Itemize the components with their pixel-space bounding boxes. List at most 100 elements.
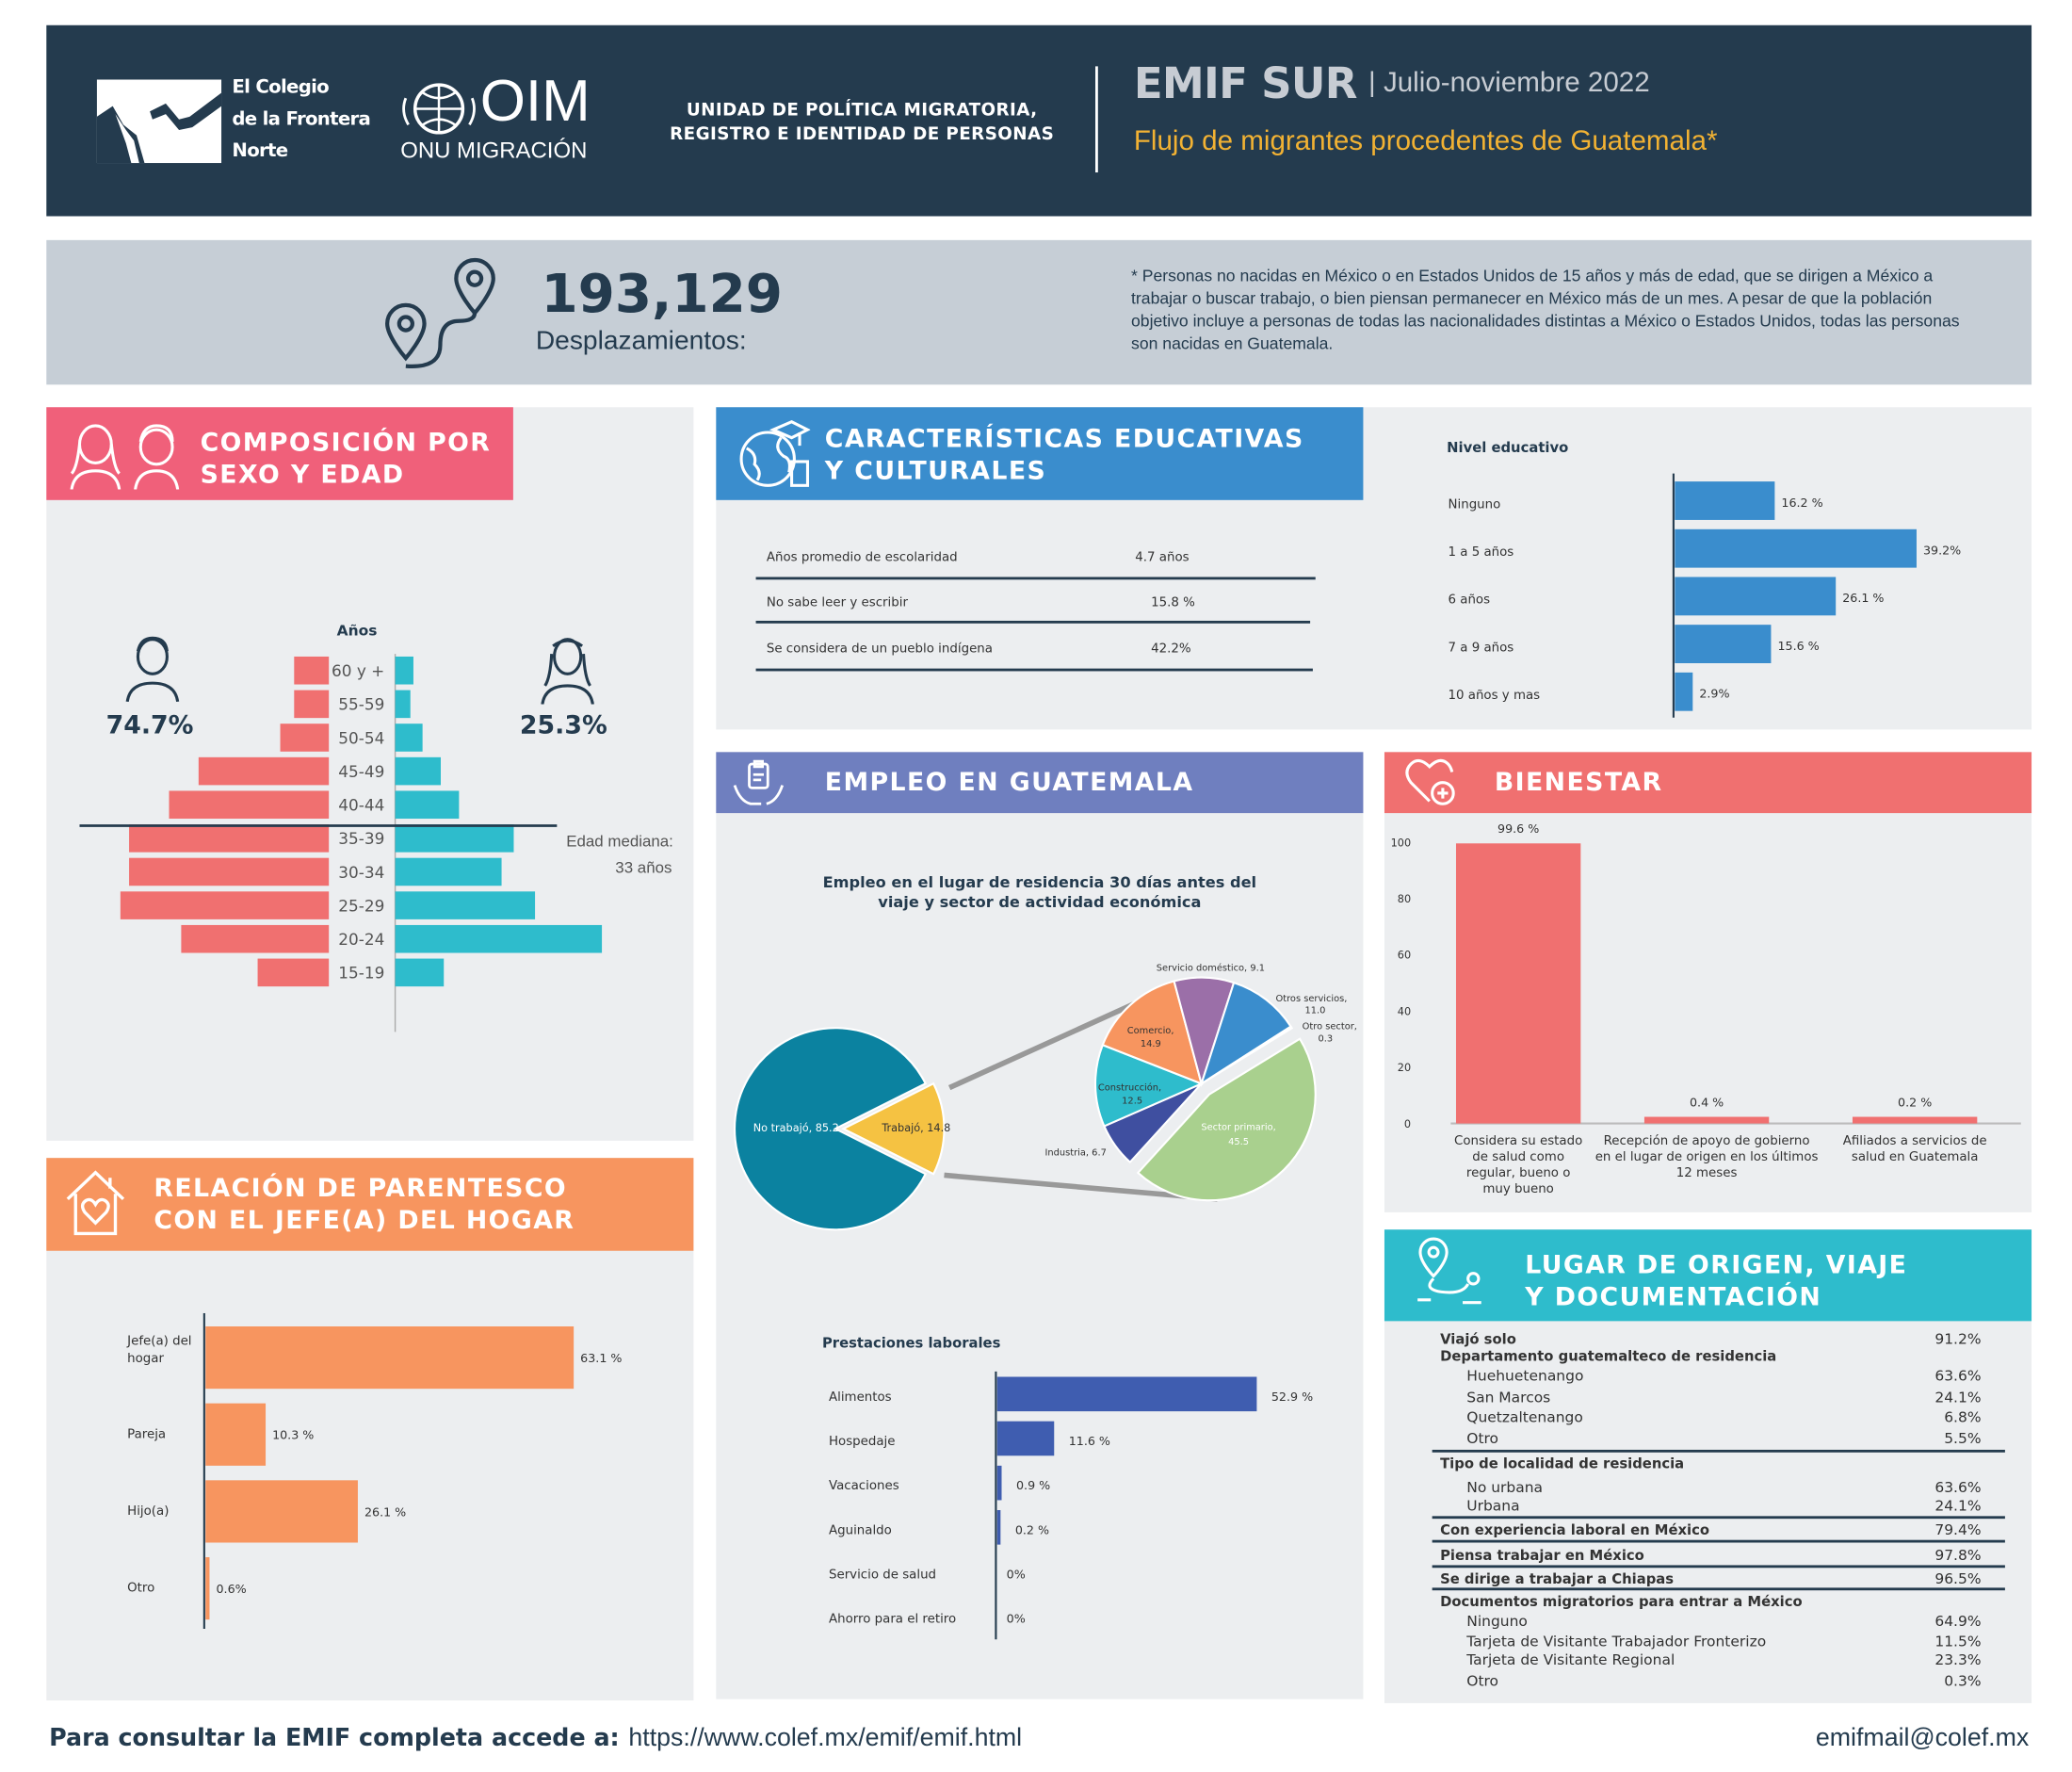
empleo-header	[716, 752, 1364, 814]
pie-label-trabajo: Trabajó, 14.8	[881, 1122, 950, 1134]
bien-category-label: muy bueno	[1482, 1182, 1553, 1196]
origen-row: Documentos migratorios para entrar a Méx…	[1411, 1593, 2008, 1612]
par-category-label: hogar	[127, 1352, 164, 1366]
origen-rule	[1432, 1516, 2005, 1520]
origen-row-value: 91.2%	[1934, 1330, 1982, 1348]
origen-row: Tipo de localidad de residencia	[1411, 1455, 2008, 1474]
educ-row-1-label: Años promedio de escolaridad	[766, 550, 958, 565]
pyramid-bar-male	[120, 891, 330, 919]
pyramid-age-label: 55-59	[338, 695, 384, 714]
origen-row: Se dirige a trabajar a Chiapas 96.5%	[1411, 1570, 2008, 1589]
unit-line2: REGISTRO E IDENTIDAD DE PERSONAS	[670, 124, 1055, 145]
pyramid-bar-male	[280, 723, 330, 752]
sub-pie-label: Industria, 6.7	[1045, 1147, 1107, 1158]
educ-row-3-value: 42.2%	[1151, 642, 1191, 657]
origen-row-label: Viajó solo	[1440, 1331, 1516, 1348]
sub-pie-slice	[1201, 1025, 1294, 1085]
origen-row: Otro 0.3%	[1411, 1672, 2008, 1691]
prest-bar	[996, 1376, 1257, 1412]
par-bar	[205, 1326, 575, 1390]
parentesco-title-l2: CON EL JEFE(A) DEL HOGAR	[154, 1205, 575, 1235]
par-value-label: 10.3 %	[272, 1428, 314, 1442]
bien-value-label: 0.2 %	[1898, 1095, 1932, 1109]
origen-row: Huehuetenango 63.6%	[1411, 1368, 2008, 1387]
sub-pie-slice	[1136, 1037, 1317, 1202]
origen-title-l2: Y DOCUMENTACIÓN	[1525, 1282, 1822, 1312]
pyramid-bar-male	[169, 790, 330, 820]
pyramid-bar-male	[198, 756, 330, 786]
educ-value-label: 26.1 %	[1842, 591, 1884, 605]
sexo-edad-panel	[46, 407, 694, 1141]
par-bar	[205, 1403, 267, 1466]
origen-row-value: 0.3%	[1944, 1672, 1982, 1690]
pyramid-bar-female	[395, 656, 413, 685]
sub-pie-slice	[1101, 980, 1204, 1086]
par-value-label: 0.6%	[217, 1582, 247, 1596]
educ-category-label: 7 a 9 años	[1449, 641, 1514, 655]
female-percent: 25.3%	[519, 710, 607, 740]
educ-bar	[1675, 481, 1775, 520]
nivel-educativo-title: Nivel educativo	[1447, 440, 1569, 457]
origen-row-label: Piensa trabajar en México	[1440, 1548, 1644, 1565]
footer-email[interactable]: emifmail@colef.mx	[1815, 1724, 2030, 1752]
origen-row-value: 11.5%	[1934, 1633, 1982, 1650]
oim-subtitle: ONU MIGRACIÓN	[400, 138, 588, 164]
sub-pie-label: 14.9	[1141, 1039, 1161, 1049]
bien-category-label: salud en Guatemala	[1852, 1150, 1979, 1164]
par-bar	[205, 1480, 358, 1543]
origen-row-value: 23.3%	[1934, 1650, 1982, 1669]
house-heart-icon	[66, 1170, 125, 1236]
pyramid-bar-female	[395, 958, 445, 987]
pyramid-age-label: 15-19	[338, 964, 384, 983]
survey-period: | Julio-noviembre 2022	[1368, 67, 1650, 99]
origen-rule	[1432, 1565, 2005, 1569]
educ-value-label: 2.9%	[1699, 687, 1729, 701]
sub-pie-label: Sector primario,	[1201, 1123, 1275, 1133]
female-icon	[541, 638, 594, 705]
educ-value-label: 15.6 %	[1777, 639, 1819, 653]
par-category-label: Otro	[127, 1582, 154, 1596]
bien-bar	[1852, 1116, 1978, 1124]
survey-title: EMIF SUR	[1133, 57, 1358, 109]
educ-bar	[1675, 577, 1837, 616]
origen-row: Piensa trabajar en México 97.8%	[1411, 1547, 2008, 1566]
clipboard-hands-icon	[733, 759, 785, 805]
origen-row-label: Otro	[1466, 1429, 1499, 1448]
prest-category-label: Vacaciones	[829, 1479, 899, 1493]
footer-url[interactable]: https://www.colef.mx/emif/emif.html	[628, 1724, 1023, 1752]
origen-row-label: Tarjeta de Visitante Trabajador Fronteri…	[1466, 1633, 1767, 1650]
bien-value-label: 0.4 %	[1690, 1095, 1724, 1109]
bien-bar	[1455, 843, 1581, 1124]
prest-category-label: Hospedaje	[829, 1435, 895, 1449]
pyramid-bar-male	[294, 690, 330, 719]
empleo-pie-chart: Empleo en el lugar de residencia 30 días…	[734, 873, 1357, 1231]
people-icon	[70, 424, 180, 490]
educ-bar	[1675, 672, 1693, 711]
male-percent: 74.7%	[105, 710, 194, 740]
origen-row-value: 97.8%	[1934, 1546, 1982, 1565]
pyramid-bar-male	[257, 958, 330, 987]
empleo-title: EMPLEO EN GUATEMALA	[824, 768, 1194, 798]
educ-row-3-rule	[755, 668, 1313, 672]
educ-category-label: 6 años	[1449, 593, 1491, 608]
oim-wordmark: OIM	[479, 69, 591, 135]
par-value-label: 63.1 %	[580, 1351, 622, 1365]
origen-row-value: 96.5%	[1934, 1570, 1982, 1588]
header-banner	[46, 24, 2032, 217]
pyramid-bar-female	[395, 891, 536, 919]
bien-bar	[1643, 1116, 1770, 1124]
prestaciones-title: Prestaciones laborales	[821, 1335, 1001, 1352]
prest-value-label: 0.2 %	[1015, 1522, 1049, 1536]
origen-row: No urbana 63.6%	[1411, 1479, 2008, 1498]
summary-band	[46, 239, 2032, 385]
parentesco-title-l1: RELACIÓN DE PARENTESCO	[154, 1174, 568, 1204]
origen-row: Con experiencia laboral en México 79.4%	[1411, 1521, 2008, 1540]
origen-row-label: Otro	[1466, 1672, 1499, 1690]
globe-books-icon	[739, 420, 811, 487]
origen-row: Urbana 24.1%	[1411, 1498, 2008, 1517]
prest-value-label: 52.9 %	[1271, 1390, 1313, 1404]
educ-category-label: 1 a 5 años	[1449, 545, 1514, 560]
male-icon	[125, 636, 180, 703]
heart-plus-icon	[1405, 758, 1455, 805]
origen-row-value: 63.6%	[1934, 1478, 1982, 1497]
